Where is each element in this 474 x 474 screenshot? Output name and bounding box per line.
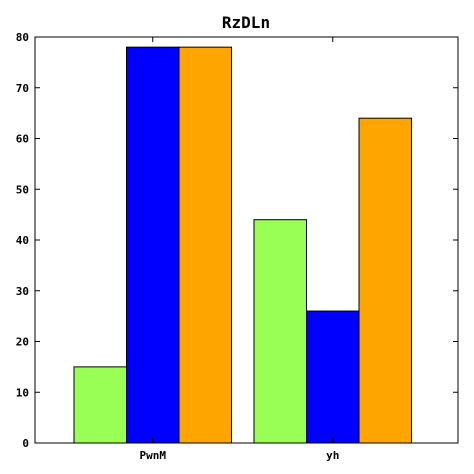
y-tick-label: 0 xyxy=(22,437,29,450)
bar-yh-series-2 xyxy=(306,310,360,444)
x-tick-label: PwnM xyxy=(140,449,167,462)
y-tick-label: 50 xyxy=(16,183,29,196)
y-tick-label: 70 xyxy=(16,82,29,95)
bar-yh-series-3 xyxy=(358,117,412,444)
bar-PwnM-series-2 xyxy=(126,46,180,444)
y-tick-label: 80 xyxy=(16,31,29,44)
axes-layer: 0 10 20 30 40 50 60 70 80 PwnM yh xyxy=(16,31,459,462)
y-tick-label: 60 xyxy=(16,133,29,146)
x-tick-label: yh xyxy=(326,449,339,462)
bar-PwnM-series-3 xyxy=(178,46,232,444)
chart-title: RzDLn xyxy=(222,13,270,32)
y-tick-label: 20 xyxy=(16,336,29,349)
y-tick-label: 30 xyxy=(16,285,29,298)
bars-layer xyxy=(73,46,412,444)
y-tick-label: 40 xyxy=(16,234,29,247)
bar-yh-series-1 xyxy=(253,219,307,444)
bar-PwnM-series-1 xyxy=(73,366,127,444)
y-tick-label: 10 xyxy=(16,386,29,399)
